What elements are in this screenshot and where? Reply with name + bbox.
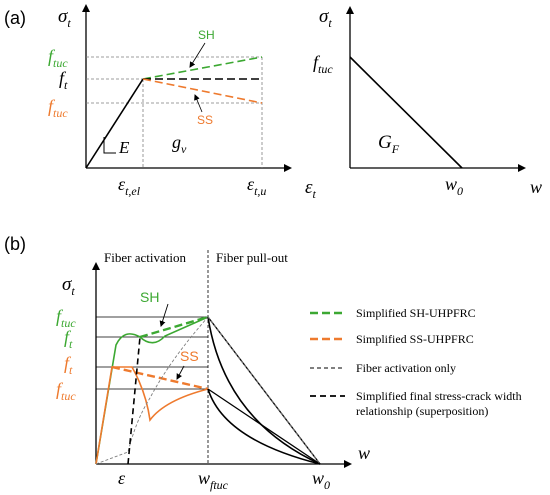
x-tick-b-wftuc: wftuc bbox=[198, 468, 229, 492]
pullout-curve-sh bbox=[207, 316, 321, 465]
annotation-ss-arrow bbox=[194, 94, 203, 113]
x-tick-b-eps: ε bbox=[118, 468, 126, 488]
panel-b-label: (b) bbox=[4, 234, 26, 254]
elastic-branch bbox=[85, 78, 144, 169]
pullout-thin-guide bbox=[207, 316, 321, 465]
legend-text-final-1: Simplified final stress-crack width bbox=[356, 389, 522, 403]
y-axis-label-right: σt bbox=[319, 6, 332, 30]
y-tick-ftuc-orange: ftuc bbox=[48, 96, 68, 120]
y-tick-ft: ft bbox=[59, 68, 68, 92]
y-axis-label: σt bbox=[58, 6, 71, 30]
annotation-sh-arrow bbox=[189, 42, 206, 68]
x-axis-label-right: w bbox=[530, 177, 542, 197]
sh-simplified-b bbox=[139, 315, 209, 339]
panel-a-label: (a) bbox=[4, 8, 26, 28]
annotation-sh-b: SH bbox=[140, 289, 159, 305]
annotation-ss-b-arrow bbox=[176, 365, 185, 380]
panel-b-axes bbox=[92, 262, 352, 468]
y-tick-b-ftuc-green: ftuc bbox=[56, 306, 76, 330]
modulus-triangle bbox=[103, 137, 116, 154]
softening-line bbox=[349, 56, 463, 169]
fiber-activation-curve bbox=[95, 316, 209, 465]
x-tick-eps-u: εt,u bbox=[247, 174, 266, 198]
guide-lines bbox=[86, 56, 263, 168]
legend: Simplified SH-UHPFRC Simplified SS-UHPFR… bbox=[310, 306, 522, 418]
panel-a-left-axes bbox=[82, 4, 292, 172]
x-axis-label-b: w bbox=[358, 443, 370, 463]
pullout-curve-ss bbox=[207, 388, 321, 465]
panel-a-right-axes bbox=[346, 6, 526, 172]
annotation-ss: SS bbox=[197, 113, 213, 127]
ss-simplified-b bbox=[111, 365, 209, 391]
legend-text-sh: Simplified SH-UHPFRC bbox=[356, 306, 476, 320]
region-fiber-pullout: Fiber pull-out bbox=[216, 250, 288, 265]
annotation-ss-b: SS bbox=[180, 348, 199, 364]
x-tick-w0-right: w0 bbox=[445, 174, 463, 198]
y-tick-b-ftuc-orange: ftuc bbox=[56, 379, 76, 403]
y-axis-label-b: σt bbox=[62, 274, 75, 298]
sh-curve-b bbox=[95, 316, 209, 465]
modulus-label: E bbox=[118, 138, 130, 157]
ss-branch bbox=[142, 78, 263, 104]
legend-text-activation: Fiber activation only bbox=[356, 361, 456, 375]
x-axis-label: εt bbox=[305, 177, 317, 201]
y-tick-ftuc-green: ftuc bbox=[48, 46, 68, 70]
energy-gv: gv bbox=[172, 132, 187, 156]
energy-gf: GF bbox=[378, 132, 400, 156]
annotation-sh-b-arrow bbox=[159, 303, 169, 327]
region-fiber-activation: Fiber activation bbox=[104, 250, 186, 265]
annotation-sh: SH bbox=[198, 28, 215, 42]
sh-branch bbox=[142, 56, 263, 80]
y-tick-b-ft-green: ft bbox=[64, 327, 73, 351]
x-tick-eps-el: εt,el bbox=[118, 174, 141, 198]
y-tick-b-ft-orange: ft bbox=[64, 353, 73, 377]
ss-curve-b bbox=[95, 366, 209, 465]
legend-text-final-2: relationship (superposition) bbox=[356, 404, 488, 418]
x-tick-b-w0: w0 bbox=[312, 468, 330, 492]
legend-text-ss: Simplified SS-UHPFRC bbox=[356, 332, 474, 346]
pullout-linear-ss bbox=[207, 388, 321, 465]
final-relationship-b bbox=[127, 336, 141, 465]
y-tick-ftuc-right: ftuc bbox=[313, 52, 333, 76]
